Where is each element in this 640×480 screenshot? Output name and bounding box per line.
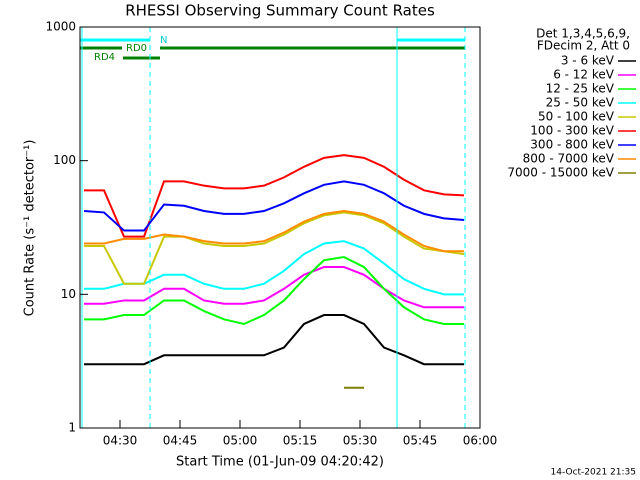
legend-label: 25 - 50 keV [546, 96, 615, 110]
legend-label: 300 - 800 keV [530, 138, 614, 152]
series-line [84, 211, 465, 285]
legend-label: 7000 - 15000 keV [507, 166, 614, 180]
legend-label: 6 - 12 keV [553, 68, 615, 82]
x-tick-label: 05:15 [283, 434, 318, 448]
annotation: RD4 [94, 52, 115, 63]
legend-header: FDecim 2, Att 0 [537, 39, 630, 53]
x-tick-label: 04:30 [103, 434, 138, 448]
x-tick-label: 04:45 [163, 434, 198, 448]
series-line [84, 314, 464, 366]
series-line [84, 154, 465, 238]
legend-label: 3 - 6 keV [561, 54, 615, 68]
series-line [84, 266, 464, 309]
legend-label: 100 - 300 keV [530, 124, 614, 138]
y-tick-label: 1 [68, 421, 76, 435]
timestamp: 14-Oct-2021 21:35 [551, 468, 636, 478]
x-tick-label: 06:00 [463, 434, 498, 448]
plot-area [83, 154, 465, 389]
x-tick-label: 05:00 [223, 434, 258, 448]
x-tick-label: 05:45 [403, 434, 438, 448]
series-line [84, 210, 464, 253]
legend-label: 12 - 25 keV [546, 82, 615, 96]
y-axis-label: Count Rate (s⁻¹ detector⁻¹) [23, 140, 38, 317]
legend-header: Det 1,3,4,5,6,9, [536, 27, 630, 41]
series-line [84, 240, 464, 296]
series-line [84, 256, 464, 326]
legend-label: 800 - 7000 keV [523, 152, 615, 166]
series-line [83, 180, 465, 232]
y-tick-label: 1000 [45, 20, 76, 34]
annotation: RD0 [126, 43, 147, 54]
y-tick-label: 10 [61, 287, 76, 301]
chart-title: RHESSI Observing Summary Count Rates [125, 2, 435, 20]
plot-frame [79, 26, 481, 429]
annotation: N [160, 35, 167, 46]
legend-label: 50 - 100 keV [538, 110, 615, 124]
y-tick-label: 100 [53, 153, 76, 167]
x-tick-label: 05:30 [343, 434, 378, 448]
x-axis-label: Start Time (01-Jun-09 04:20:42) [176, 455, 384, 470]
